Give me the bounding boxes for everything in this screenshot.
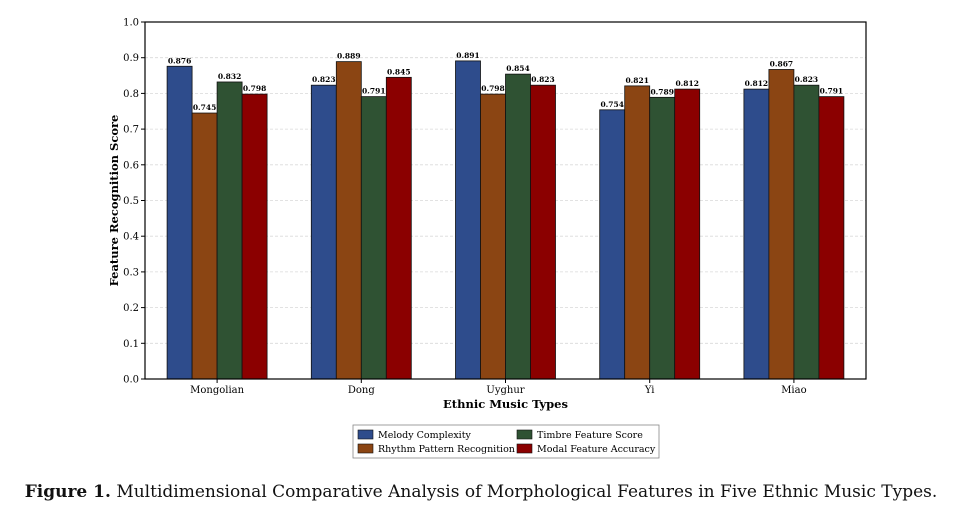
bar-value-label: 0.854	[506, 64, 530, 73]
y-tick-label: 0.7	[123, 125, 139, 136]
y-tick-label: 0.8	[123, 89, 139, 100]
bar	[818, 96, 845, 380]
bar	[335, 61, 362, 380]
y-tick-label: 0.6	[123, 160, 139, 171]
y-tick-label: 0.2	[123, 303, 139, 314]
figure-caption-text: Multidimensional Comparative Analysis of…	[116, 482, 938, 502]
legend-entry-label: Melody Complexity	[378, 430, 472, 441]
y-tick-label: 1.0	[123, 18, 139, 29]
bar	[455, 60, 481, 380]
bar-value-label: 0.832	[218, 72, 242, 81]
bar-value-label: 0.889	[337, 52, 361, 61]
bar	[793, 84, 820, 380]
y-tick-label: 0.5	[123, 196, 139, 207]
bar-value-label: 0.798	[481, 84, 505, 93]
bar	[674, 88, 701, 380]
bar	[768, 69, 795, 380]
y-tick-label: 0.9	[123, 53, 139, 64]
x-tick-label: Yi	[644, 385, 655, 396]
bar	[360, 96, 387, 380]
bar-value-label: 0.823	[312, 75, 336, 84]
bar-value-label: 0.798	[243, 84, 267, 93]
legend-swatch	[516, 443, 533, 454]
bar-value-label: 0.789	[650, 87, 674, 96]
bar	[385, 76, 412, 380]
x-tick-label: Mongolian	[190, 385, 244, 396]
bar	[191, 112, 218, 380]
x-axis-label: Ethnic Music Types	[443, 397, 568, 411]
bar	[216, 81, 243, 380]
bar	[530, 84, 556, 380]
chart: 0.0 0.1 0.2 0.3 0.4 0.5 0.6 0.7 0.8 0.9 1.0 0.876 0.…	[107, 18, 867, 459]
bar-value-label: 0.845	[387, 67, 411, 76]
y-tick-label: 0.4	[123, 232, 139, 243]
legend-box	[352, 424, 660, 459]
y-tick-label: 0.1	[123, 339, 139, 350]
bar-value-label: 0.823	[795, 75, 819, 84]
legend-entry-label: Rhythm Pattern Recognition	[378, 444, 515, 455]
bar	[480, 93, 506, 380]
bar	[166, 65, 193, 380]
y-tick-label: 0.0	[123, 375, 139, 386]
x-tick-label: Miao	[781, 385, 806, 396]
figure-caption: Figure 1. Multidimensional Comparative A…	[0, 482, 962, 502]
bar-value-label: 0.791	[362, 87, 386, 96]
bar-value-label: 0.867	[770, 59, 794, 68]
legend-swatch	[516, 429, 533, 440]
bar	[649, 96, 676, 380]
bar-value-label: 0.754	[600, 100, 624, 109]
y-axis-label: Feature Recognition Score	[107, 115, 121, 287]
bar	[599, 109, 626, 380]
legend-swatch	[357, 429, 374, 440]
bar-value-label: 0.791	[820, 87, 844, 96]
figure-label: Figure 1.	[24, 482, 111, 502]
bar	[743, 88, 770, 380]
plot-frame	[144, 21, 867, 380]
bar-value-label: 0.891	[456, 51, 480, 60]
legend-entry-label: Timbre Feature Score	[537, 430, 643, 441]
bar-value-label: 0.821	[625, 76, 649, 85]
legend-swatch	[357, 443, 374, 454]
bar	[241, 93, 268, 380]
bar-value-label: 0.812	[675, 79, 699, 88]
bar-value-label: 0.823	[531, 75, 555, 84]
bar	[310, 84, 337, 380]
bar-value-label: 0.876	[168, 56, 192, 65]
bar	[624, 85, 651, 380]
y-tick-label: 0.3	[123, 267, 139, 278]
legend-entry-label: Modal Feature Accuracy	[537, 444, 656, 455]
x-tick-label: Dong	[348, 385, 375, 396]
bar-value-label: 0.812	[745, 79, 769, 88]
bar	[505, 73, 531, 380]
x-tick-label: Uyghur	[486, 385, 524, 396]
bar-value-label: 0.745	[193, 103, 217, 112]
